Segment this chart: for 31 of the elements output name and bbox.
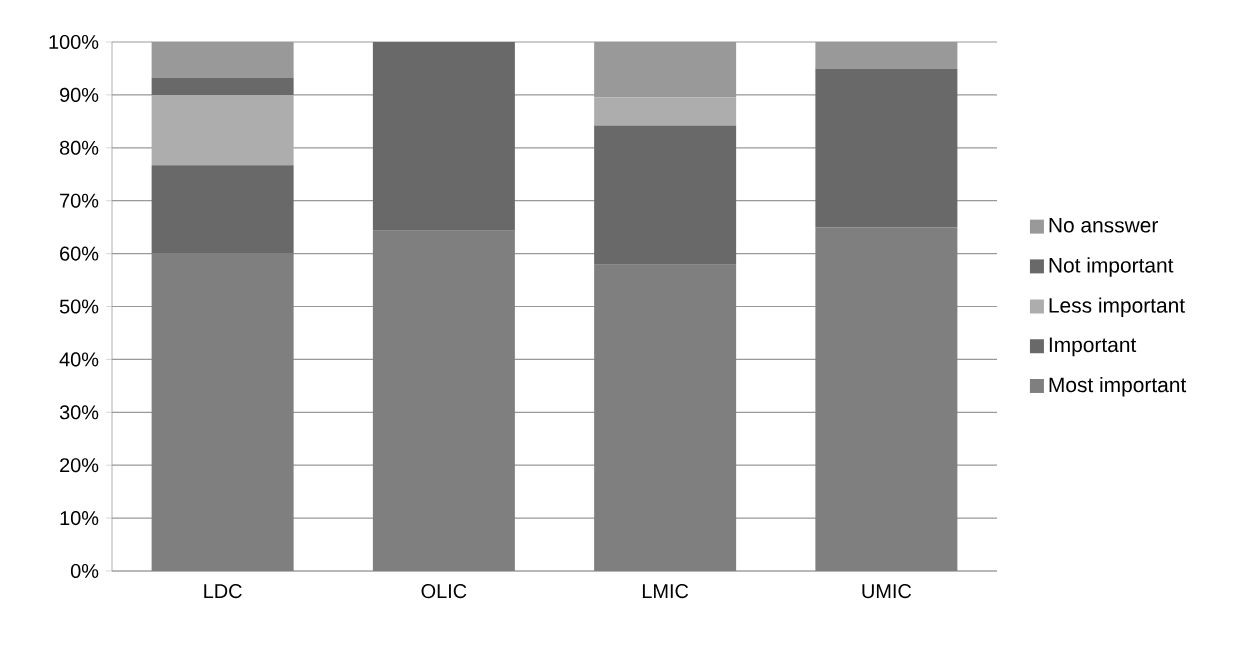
y-tick-label: 40% bbox=[59, 352, 99, 367]
x-tick-label: LDC bbox=[204, 584, 242, 599]
legend-label: Not important bbox=[1049, 257, 1174, 277]
y-tick-label: 80% bbox=[59, 140, 99, 155]
y-tick-label: 50% bbox=[59, 299, 99, 314]
y-tick-label: 70% bbox=[60, 193, 99, 208]
bar bbox=[151, 253, 294, 571]
bar bbox=[815, 227, 958, 571]
bar bbox=[594, 97, 737, 126]
legend-label: No ansswer bbox=[1049, 217, 1158, 233]
y-tick-label: 60% bbox=[60, 246, 99, 261]
bar bbox=[151, 165, 294, 254]
y-tick-label: 20% bbox=[60, 458, 99, 473]
bar bbox=[594, 264, 737, 571]
x-tick-label: OLIC bbox=[421, 584, 467, 599]
bar bbox=[594, 125, 737, 265]
bar bbox=[815, 68, 958, 228]
y-tick-label: 90% bbox=[60, 87, 99, 102]
legend-label: Important bbox=[1049, 337, 1137, 357]
legend-label: Most important bbox=[1049, 376, 1187, 397]
x-tick-label: UMIC bbox=[862, 584, 912, 599]
y-tick-label: 10% bbox=[60, 511, 99, 526]
y-tick-label: 0% bbox=[70, 563, 99, 579]
bar bbox=[151, 94, 294, 166]
legend-label: Less important bbox=[1049, 297, 1185, 317]
y-tick-label: 100% bbox=[49, 34, 99, 50]
x-tick-label: LMIC bbox=[642, 584, 689, 599]
bar bbox=[151, 77, 294, 95]
bar bbox=[372, 41, 515, 231]
bar bbox=[372, 230, 515, 571]
y-tick-label: 30% bbox=[59, 405, 99, 420]
